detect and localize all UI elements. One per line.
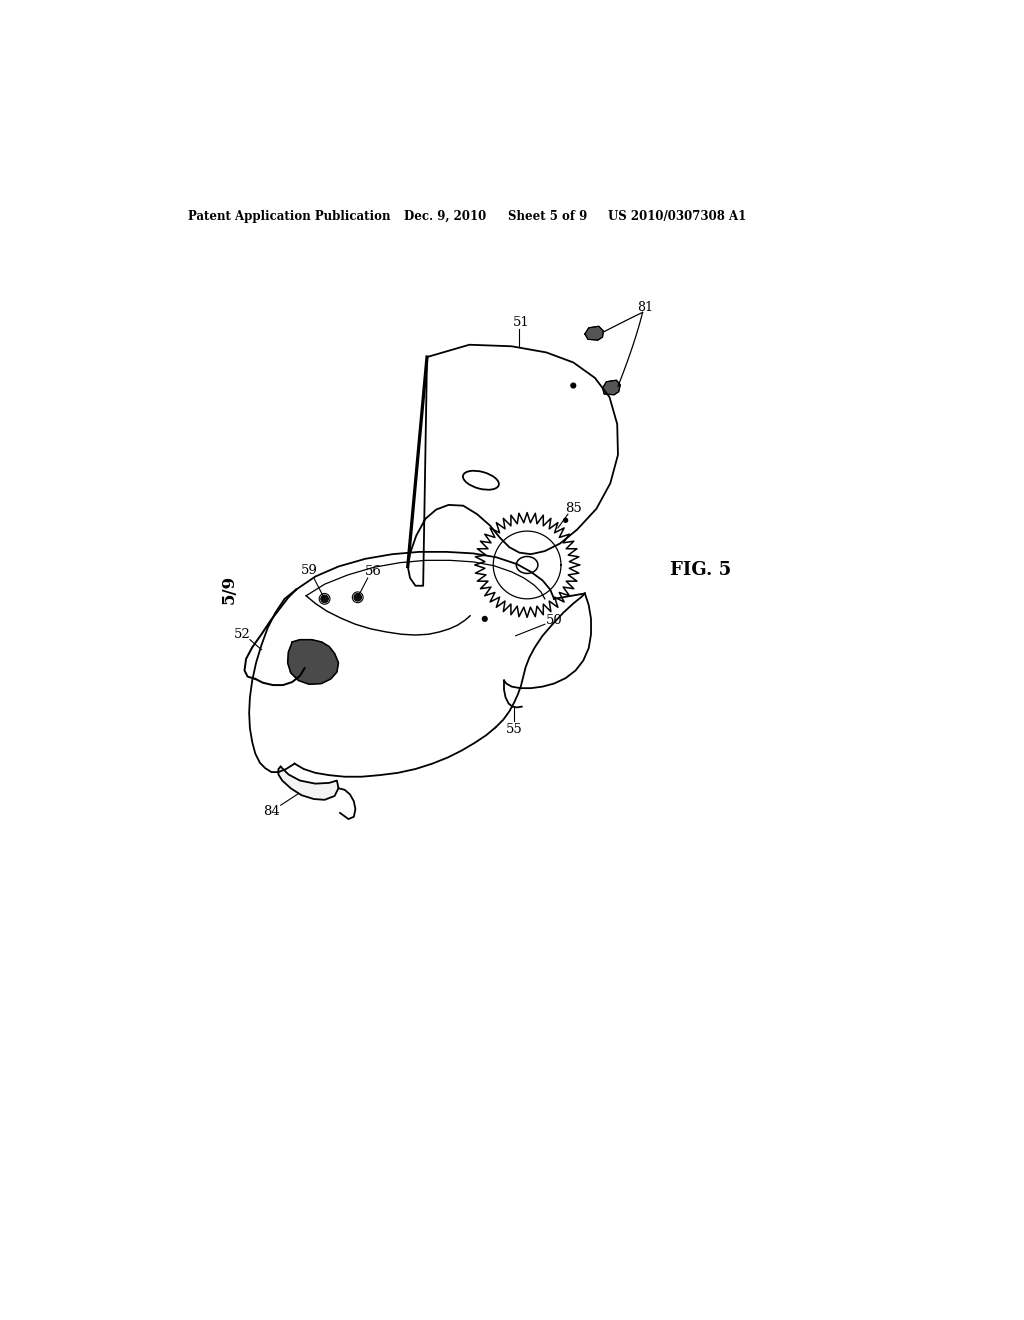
- Circle shape: [321, 595, 329, 603]
- Polygon shape: [288, 640, 339, 684]
- Text: Patent Application Publication: Patent Application Publication: [188, 210, 391, 223]
- Polygon shape: [279, 767, 339, 800]
- Text: 5/9: 5/9: [220, 576, 238, 605]
- Circle shape: [563, 517, 568, 523]
- Text: Dec. 9, 2010: Dec. 9, 2010: [403, 210, 486, 223]
- Circle shape: [481, 615, 487, 622]
- Text: 81: 81: [637, 301, 653, 314]
- Text: 52: 52: [233, 628, 251, 640]
- Text: 59: 59: [301, 564, 317, 577]
- Polygon shape: [602, 380, 621, 395]
- Text: 51: 51: [513, 315, 530, 329]
- Text: 50: 50: [546, 614, 562, 627]
- Text: Sheet 5 of 9: Sheet 5 of 9: [508, 210, 587, 223]
- Text: US 2010/0307308 A1: US 2010/0307308 A1: [608, 210, 746, 223]
- Circle shape: [354, 594, 361, 601]
- Text: 84: 84: [263, 805, 280, 818]
- Text: 85: 85: [565, 502, 582, 515]
- Text: 55: 55: [506, 723, 522, 737]
- Circle shape: [570, 383, 577, 388]
- Text: 56: 56: [365, 565, 382, 578]
- Text: FIG. 5: FIG. 5: [670, 561, 731, 579]
- Polygon shape: [585, 326, 603, 341]
